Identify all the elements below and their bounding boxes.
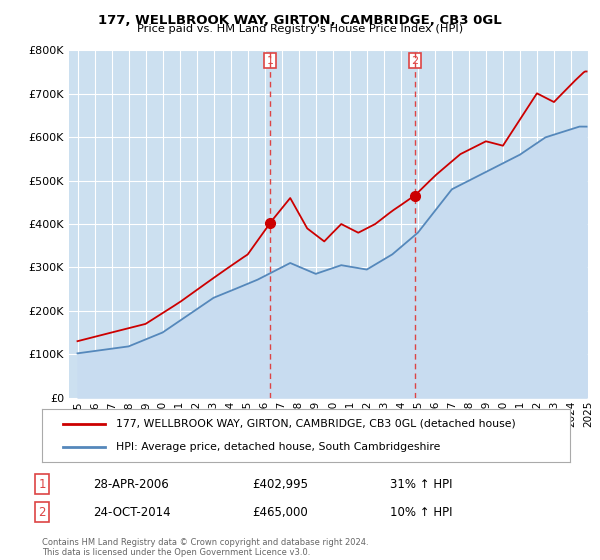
- Text: 177, WELLBROOK WAY, GIRTON, CAMBRIDGE, CB3 0GL: 177, WELLBROOK WAY, GIRTON, CAMBRIDGE, C…: [98, 14, 502, 27]
- Text: 2: 2: [38, 506, 46, 519]
- Text: 1: 1: [38, 478, 46, 491]
- Text: Contains HM Land Registry data © Crown copyright and database right 2024.
This d: Contains HM Land Registry data © Crown c…: [42, 538, 368, 557]
- Text: 24-OCT-2014: 24-OCT-2014: [93, 506, 170, 519]
- Text: 2: 2: [411, 55, 418, 66]
- Text: 10% ↑ HPI: 10% ↑ HPI: [390, 506, 452, 519]
- Text: Price paid vs. HM Land Registry's House Price Index (HPI): Price paid vs. HM Land Registry's House …: [137, 24, 463, 34]
- Text: 31% ↑ HPI: 31% ↑ HPI: [390, 478, 452, 491]
- Text: 177, WELLBROOK WAY, GIRTON, CAMBRIDGE, CB3 0GL (detached house): 177, WELLBROOK WAY, GIRTON, CAMBRIDGE, C…: [116, 419, 515, 429]
- Text: 1: 1: [266, 55, 274, 66]
- Text: £465,000: £465,000: [252, 506, 308, 519]
- Text: £402,995: £402,995: [252, 478, 308, 491]
- Text: 28-APR-2006: 28-APR-2006: [93, 478, 169, 491]
- Text: HPI: Average price, detached house, South Cambridgeshire: HPI: Average price, detached house, Sout…: [116, 442, 440, 452]
